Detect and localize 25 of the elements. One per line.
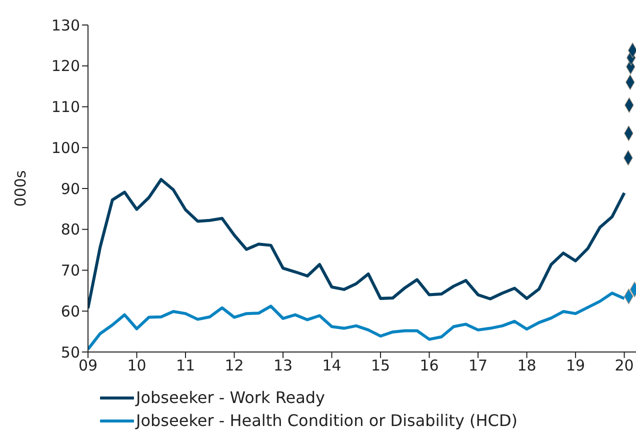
y-tick-label: 100 bbox=[51, 138, 80, 157]
y-tick-label: 70 bbox=[60, 262, 80, 280]
x-tick-label: 11 bbox=[176, 356, 196, 375]
x-tick-label: 16 bbox=[420, 356, 439, 375]
y-axis-title: 000s bbox=[11, 170, 30, 207]
x-tick-label: 12 bbox=[224, 356, 244, 375]
y-tick-label: 120 bbox=[51, 57, 80, 76]
x-tick-label: 20 bbox=[614, 356, 634, 375]
x-tick-label: 10 bbox=[127, 356, 146, 375]
x-tick-label: 19 bbox=[566, 356, 586, 375]
y-tick-label: 80 bbox=[60, 220, 80, 239]
x-tick-label: 17 bbox=[468, 356, 488, 375]
line-series bbox=[88, 178, 626, 310]
legend-label: Jobseeker - Health Condition or Disability (HCD) bbox=[136, 410, 518, 432]
y-tick-label: 110 bbox=[51, 98, 80, 116]
legend-label: Jobseeker - Work Ready bbox=[136, 387, 326, 409]
y-tick-label: 90 bbox=[60, 180, 80, 198]
y-tick-label: 60 bbox=[60, 302, 80, 320]
x-tick-label: 14 bbox=[322, 356, 342, 375]
x-tick-label: 18 bbox=[517, 356, 536, 375]
x-tick-label: 15 bbox=[370, 356, 390, 375]
x-tick-label: 09 bbox=[78, 356, 98, 375]
x-tick-label: 13 bbox=[273, 356, 293, 375]
y-tick-label: 50 bbox=[60, 343, 80, 362]
y-tick-label: 130 bbox=[51, 16, 80, 34]
